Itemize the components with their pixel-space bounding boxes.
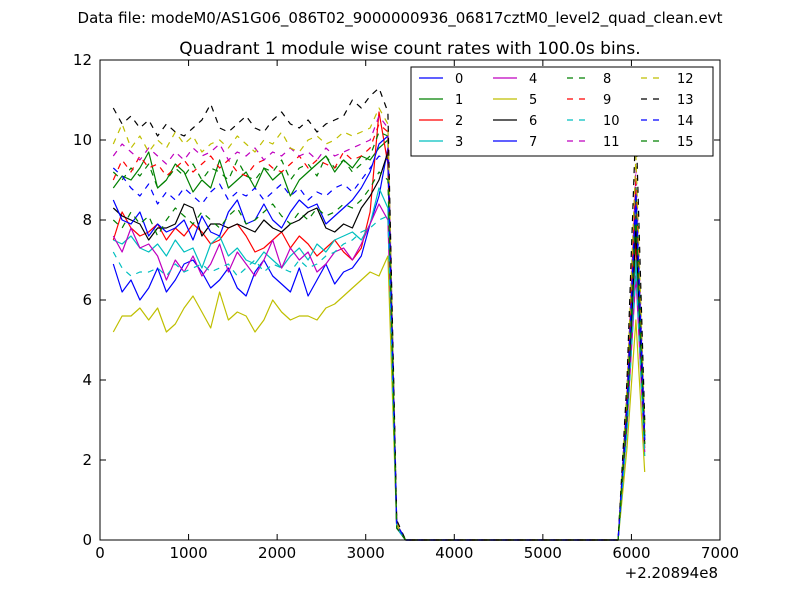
- y-tick-label: 10: [73, 131, 92, 149]
- chart-title: Quadrant 1 module wise count rates with …: [179, 39, 640, 59]
- legend-box: [410, 66, 714, 157]
- series-line-15: [112, 171, 646, 541]
- x-axis-offset-label: +2.20894e8: [625, 564, 718, 582]
- y-tick-label: 4: [82, 371, 92, 389]
- series-line-5: [112, 255, 646, 541]
- series-line-9: [112, 123, 646, 541]
- y-tick-label: 2: [82, 451, 92, 469]
- chart-suptitle: Data file: modeM0/AS1G06_086T02_90000009…: [78, 9, 723, 28]
- x-tick-label: 4000: [435, 544, 473, 562]
- series-line-10: [112, 215, 646, 541]
- legend-label-1: 1: [455, 93, 463, 108]
- series-line-0: [112, 147, 646, 541]
- legend-label-2: 2: [455, 114, 463, 129]
- series-line-14: [112, 155, 646, 541]
- legend-label-15: 15: [677, 135, 694, 150]
- x-axis: 0 1000 2000 3000 4000 5000 6000 7000: [95, 60, 739, 562]
- legend-label-9: 9: [603, 93, 611, 108]
- legend-label-6: 6: [529, 114, 537, 129]
- x-tick-label: 5000: [524, 544, 562, 562]
- legend-label-3: 3: [455, 135, 463, 150]
- x-tick-label: 7000: [701, 544, 739, 562]
- legend-label-10: 10: [603, 114, 620, 129]
- legend-label-5: 5: [529, 93, 537, 108]
- x-tick-label: 2000: [258, 544, 296, 562]
- x-tick-label: 3000: [347, 544, 385, 562]
- y-tick-label: 6: [82, 291, 92, 309]
- y-tick-label: 12: [73, 51, 92, 69]
- legend-label-4: 4: [529, 72, 537, 87]
- x-tick-label: 1000: [169, 544, 207, 562]
- legend-label-0: 0: [455, 72, 463, 87]
- legend-label-8: 8: [603, 72, 611, 87]
- series-line-6: [112, 151, 646, 541]
- legend-label-12: 12: [677, 72, 694, 87]
- series-line-12: [112, 107, 646, 541]
- series-line-4: [112, 203, 646, 541]
- series-line-2: [112, 111, 646, 541]
- x-tick-label: 0: [95, 544, 105, 562]
- legend-label-7: 7: [529, 135, 537, 150]
- x-tick-label: 6000: [612, 544, 650, 562]
- series-line-3: [113, 187, 646, 541]
- legend-label-14: 14: [677, 114, 694, 129]
- y-tick-label: 0: [82, 531, 92, 549]
- legend-label-13: 13: [677, 93, 694, 108]
- series-line-1: [112, 139, 646, 541]
- legend-label-11: 11: [603, 135, 620, 150]
- y-tick-label: 8: [82, 211, 92, 229]
